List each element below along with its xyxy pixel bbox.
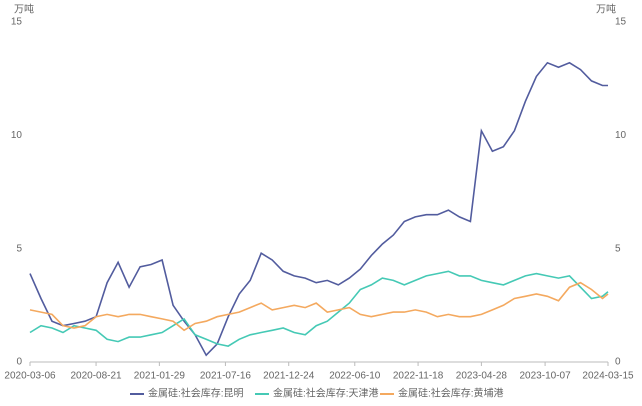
- y2-tick-label: 15: [615, 17, 627, 28]
- y2-axis-unit: 万吨: [596, 3, 616, 16]
- y-tick-label: 5: [16, 243, 22, 254]
- x-tick-label: 2022-11-18: [393, 371, 444, 382]
- legend-label: 金属硅:社会库存:昆明: [148, 387, 244, 400]
- series-line: [29, 281, 609, 332]
- x-tick-label: 2024-03-15: [582, 371, 634, 382]
- x-tick-label: 2020-08-21: [70, 371, 122, 382]
- x-tick-label: 2021-07-16: [200, 371, 252, 382]
- x-tick-label: 2022-06-10: [329, 371, 381, 382]
- y2-tick-label: 5: [615, 243, 621, 254]
- x-tick-label: 2020-03-06: [4, 371, 56, 382]
- legend-label: 金属硅:社会库存:黄埔港: [398, 387, 504, 400]
- y-tick-label: 0: [16, 357, 22, 368]
- series-line: [29, 270, 609, 347]
- x-tick-label: 2023-10-07: [520, 371, 572, 382]
- y-axis-unit: 万吨: [14, 3, 34, 16]
- y2-tick-label: 0: [615, 357, 621, 368]
- y-tick-label: 10: [11, 130, 23, 141]
- x-tick-label: 2023-04-28: [456, 371, 508, 382]
- x-tick-label: 2021-01-29: [134, 371, 186, 382]
- x-tick-label: 2021-12-24: [263, 371, 315, 382]
- legend-label: 金属硅:社会库存:天津港: [273, 387, 379, 400]
- y-tick-label: 15: [11, 17, 23, 28]
- series-line: [29, 61, 608, 357]
- y2-tick-label: 10: [615, 130, 627, 141]
